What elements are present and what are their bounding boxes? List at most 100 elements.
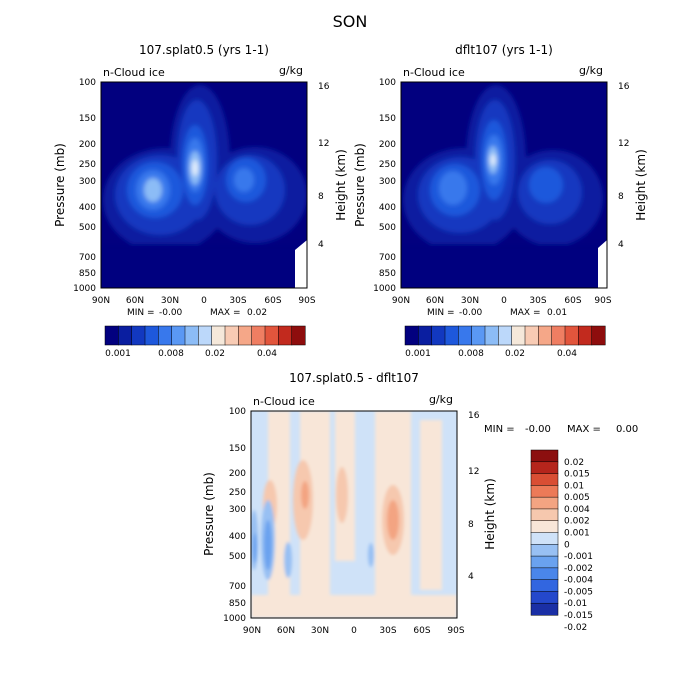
height-tick-label: 12 bbox=[618, 139, 629, 149]
panel-c-units: g/kg bbox=[429, 393, 453, 406]
colorbar-swatch bbox=[530, 496, 559, 510]
colorbar-swatch bbox=[238, 325, 253, 346]
x-tick-label: 60S bbox=[264, 296, 281, 306]
colorbar-label: -0.01 bbox=[564, 599, 587, 609]
colorbar-swatch bbox=[530, 567, 559, 581]
colorbar-label: 0.02 bbox=[505, 349, 525, 359]
colorbar-label: -0.001 bbox=[564, 552, 593, 562]
colorbar-swatch bbox=[530, 532, 559, 545]
y-tick-label: 200 bbox=[79, 140, 96, 150]
colorbar-swatch bbox=[564, 325, 579, 346]
y-tick-label: 850 bbox=[79, 269, 96, 279]
height-tick-label: 16 bbox=[618, 82, 630, 92]
colorbar-swatch bbox=[118, 325, 133, 346]
y-tick-label: 100 bbox=[79, 78, 96, 88]
colorbar-label: 0.001 bbox=[405, 349, 431, 359]
colorbar-swatch bbox=[404, 325, 419, 346]
x-tick-label: 0 bbox=[351, 626, 357, 636]
panel-b-frame bbox=[400, 81, 608, 289]
colorbar-swatch bbox=[524, 325, 539, 346]
colorbar-label: 0.015 bbox=[564, 470, 590, 480]
panel-a-units: g/kg bbox=[279, 64, 303, 77]
x-tick-label: 90S bbox=[594, 296, 611, 306]
x-tick-label: 30S bbox=[379, 626, 396, 636]
panel-b-ylabel-right: Height (km) bbox=[634, 149, 648, 220]
panel-b-colorbar bbox=[404, 325, 606, 346]
colorbar-label: 0.01 bbox=[564, 481, 584, 491]
panel-a-ylabel: Pressure (mb) bbox=[53, 143, 67, 227]
y-tick-label: 200 bbox=[379, 140, 396, 150]
panel-a-contour-field bbox=[101, 82, 307, 288]
panel-b-units: g/kg bbox=[579, 64, 603, 77]
colorbar-swatch bbox=[144, 325, 159, 346]
panel-a-min-value: -0.00 bbox=[159, 308, 183, 318]
panel-a-max-label: MAX = bbox=[210, 308, 241, 318]
colorbar-label: 0.02 bbox=[564, 458, 584, 468]
height-tick-label: 12 bbox=[468, 467, 479, 477]
panel-a-title: 107.splat0.5 (yrs 1-1) bbox=[139, 43, 269, 57]
panel-c-title: 107.splat0.5 - dflt107 bbox=[289, 371, 419, 385]
colorbar-swatch bbox=[530, 555, 559, 569]
panel-c-colorbar bbox=[530, 449, 559, 616]
height-tick-label: 12 bbox=[318, 139, 329, 149]
x-tick-label: 90N bbox=[92, 296, 110, 306]
y-tick-label: 1000 bbox=[373, 284, 396, 294]
x-tick-label: 60N bbox=[277, 626, 295, 636]
colorbar-label: 0.04 bbox=[557, 349, 577, 359]
colorbar-label: 0 bbox=[564, 540, 570, 550]
panel-b-max-value: 0.01 bbox=[547, 308, 567, 318]
panel-c-frame bbox=[250, 410, 458, 619]
colorbar-swatch bbox=[530, 591, 559, 604]
y-tick-label: 150 bbox=[229, 444, 246, 454]
colorbar-swatch bbox=[551, 325, 566, 346]
panel-a-y-axis: 100 150 200 250 300 400 500 700 850 1000 bbox=[73, 78, 96, 294]
x-tick-label: 30S bbox=[229, 296, 246, 306]
y-tick-label: 400 bbox=[229, 532, 246, 542]
y-tick-label: 100 bbox=[229, 407, 246, 417]
panel-c-min-value: -0.00 bbox=[525, 424, 551, 435]
x-tick-label: 90S bbox=[298, 296, 315, 306]
panel-b-colorbar-labels: 0.001 0.008 0.02 0.04 bbox=[405, 349, 577, 359]
panel-b-x-axis: 90N 60N 30N 0 30S 60S 90S bbox=[392, 296, 612, 306]
colorbar-swatch bbox=[104, 325, 119, 346]
panel-c-ylabel-right: Height (km) bbox=[483, 478, 497, 549]
colorbar-swatch bbox=[530, 449, 559, 463]
colorbar-swatch bbox=[484, 325, 499, 346]
colorbar-swatch bbox=[530, 461, 559, 475]
x-tick-label: 60N bbox=[426, 296, 444, 306]
y-tick-label: 850 bbox=[229, 599, 246, 609]
panel-b-contour-field bbox=[401, 82, 607, 288]
colorbar-swatch bbox=[418, 325, 433, 346]
colorbar-swatch bbox=[291, 325, 306, 346]
panel-c-contour-field bbox=[251, 411, 457, 618]
x-tick-label: 60S bbox=[413, 626, 430, 636]
y-tick-label: 150 bbox=[79, 114, 96, 124]
y-tick-label: 850 bbox=[379, 269, 396, 279]
y-tick-label: 100 bbox=[379, 78, 396, 88]
colorbar-swatch bbox=[211, 325, 226, 346]
panel-c-x-axis: 90N 60N 30N 0 30S 60S 90S bbox=[243, 626, 465, 636]
height-tick-label: 4 bbox=[618, 240, 624, 250]
height-tick-label: 8 bbox=[468, 520, 474, 530]
y-tick-label: 700 bbox=[379, 253, 396, 263]
panel-c-max-value: 0.00 bbox=[616, 424, 638, 435]
x-tick-label: 60N bbox=[126, 296, 144, 306]
y-tick-label: 300 bbox=[379, 177, 396, 187]
colorbar-swatch bbox=[224, 325, 239, 346]
colorbar-swatch bbox=[251, 325, 266, 346]
colorbar-label: 0.04 bbox=[257, 349, 277, 359]
panel-c-field-label: n-Cloud ice bbox=[253, 395, 315, 408]
panel-a-min-label: MIN = bbox=[127, 308, 155, 318]
x-tick-label: 30N bbox=[161, 296, 179, 306]
panel-b-max-label: MAX = bbox=[510, 308, 541, 318]
y-tick-label: 1000 bbox=[223, 614, 246, 624]
y-tick-label: 700 bbox=[229, 582, 246, 592]
x-tick-label: 30S bbox=[529, 296, 546, 306]
x-tick-label: 90N bbox=[392, 296, 410, 306]
colorbar-swatch bbox=[530, 485, 559, 498]
panel-c-ylabel: Pressure (mb) bbox=[202, 472, 216, 556]
x-tick-label: 0 bbox=[501, 296, 507, 306]
panel-a-frame bbox=[100, 81, 308, 289]
